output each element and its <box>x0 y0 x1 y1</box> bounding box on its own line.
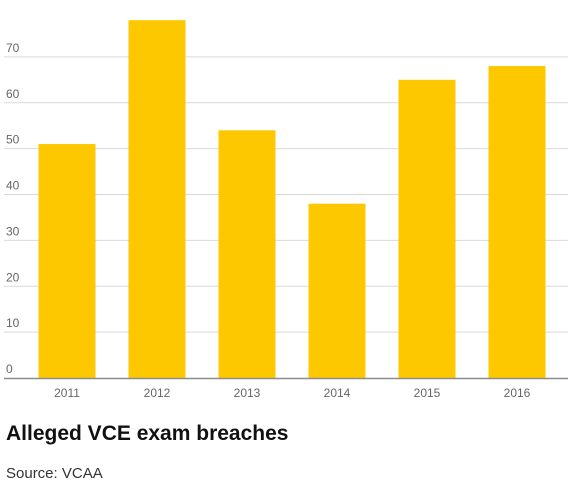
y-tick-label: 10 <box>6 316 20 330</box>
y-tick-label: 20 <box>6 270 20 284</box>
bar-2015 <box>398 79 456 378</box>
x-tick-label: 2013 <box>234 386 261 400</box>
bar-2011 <box>38 144 96 378</box>
x-tick-label: 2014 <box>324 386 351 400</box>
bar-2014 <box>308 203 366 378</box>
x-tick-label: 2011 <box>54 386 80 400</box>
y-axis-ticks: 0 10 20 30 40 50 60 70 <box>6 41 20 376</box>
bar-2012 <box>128 20 186 379</box>
chart-source: Source: VCAA <box>6 465 103 482</box>
x-tick-label: 2012 <box>144 386 171 400</box>
x-axis-ticks: 2011 2012 2013 2014 2015 2016 <box>54 386 531 400</box>
y-tick-label: 0 <box>6 362 13 376</box>
y-tick-label: 50 <box>6 133 20 147</box>
bar-2013 <box>218 130 276 378</box>
chart-title: Alleged VCE exam breaches <box>6 422 289 445</box>
y-tick-label: 30 <box>6 224 20 238</box>
bar-2016 <box>488 66 546 379</box>
y-tick-label: 70 <box>6 41 20 55</box>
x-tick-label: 2015 <box>414 386 441 400</box>
x-tick-label: 2016 <box>504 386 531 400</box>
gridlines <box>4 56 568 333</box>
y-tick-label: 60 <box>6 87 20 101</box>
bars <box>38 20 546 379</box>
bar-chart: 0 10 20 30 40 50 60 70 2011 2012 2013 2014 2015 2016 <box>4 20 568 400</box>
y-tick-label: 40 <box>6 179 20 193</box>
